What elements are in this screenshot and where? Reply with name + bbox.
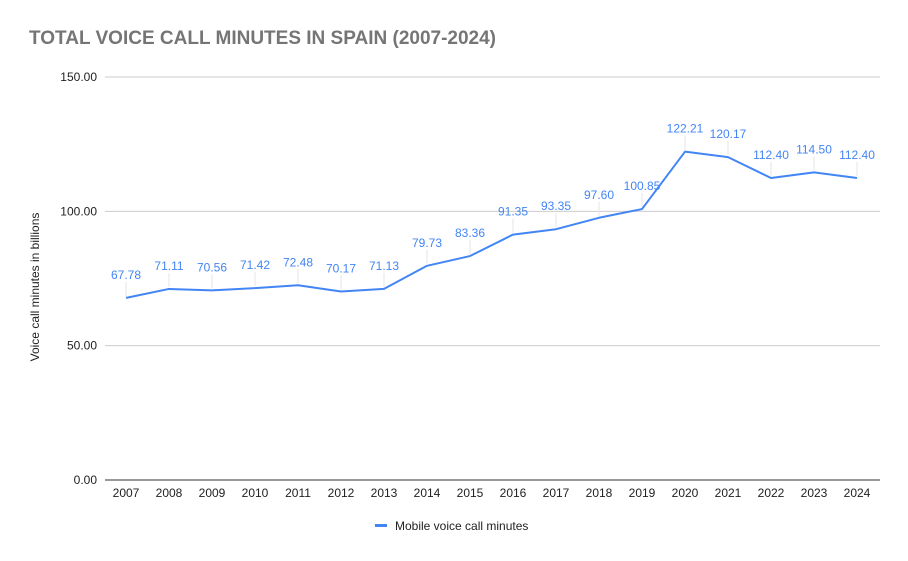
data-label: 72.48 xyxy=(283,255,313,269)
data-label: 112.40 xyxy=(753,148,789,162)
x-tick-label: 2017 xyxy=(543,486,570,500)
x-tick-label: 2018 xyxy=(586,486,613,500)
x-tick-label: 2015 xyxy=(457,486,484,500)
x-tick-label: 2021 xyxy=(715,486,742,500)
data-label: 122.21 xyxy=(667,122,704,136)
legend: Mobile voice call minutes xyxy=(375,519,528,533)
data-label: 79.73 xyxy=(412,236,442,250)
data-label: 71.13 xyxy=(369,259,399,273)
y-tick-label: 150.00 xyxy=(60,70,97,84)
y-tick-label: 50.00 xyxy=(67,339,97,353)
x-tick-label: 2007 xyxy=(113,486,140,500)
data-label: 70.56 xyxy=(197,260,227,274)
data-label: 67.78 xyxy=(111,268,141,282)
x-tick-label: 2014 xyxy=(414,486,441,500)
x-tick-label: 2016 xyxy=(500,486,527,500)
x-tick-label: 2019 xyxy=(629,486,656,500)
data-label: 100.85 xyxy=(624,179,661,193)
data-label: 97.60 xyxy=(584,188,614,202)
data-label: 112.40 xyxy=(839,148,875,162)
legend-label: Mobile voice call minutes xyxy=(395,519,528,533)
data-label: 71.42 xyxy=(240,258,270,272)
legend-swatch xyxy=(375,524,387,527)
data-label: 120.17 xyxy=(710,127,747,141)
y-tick-label: 0.00 xyxy=(74,473,98,487)
data-label: 70.17 xyxy=(326,261,356,275)
data-label: 83.36 xyxy=(455,226,485,240)
data-label: 71.11 xyxy=(154,259,183,273)
x-tick-label: 2012 xyxy=(328,486,355,500)
data-label: 114.50 xyxy=(796,142,832,156)
x-tick-label: 2010 xyxy=(242,486,269,500)
y-tick-label: 100.00 xyxy=(60,204,97,218)
x-tick-label: 2020 xyxy=(672,486,699,500)
x-tick-label: 2009 xyxy=(199,486,226,500)
x-tick-label: 2011 xyxy=(285,486,311,500)
chart-title: TOTAL VOICE CALL MINUTES IN SPAIN (2007-… xyxy=(29,28,497,49)
x-tick-label: 2024 xyxy=(844,486,871,500)
x-tick-label: 2013 xyxy=(371,486,398,500)
data-label: 91.35 xyxy=(498,205,528,219)
series-line xyxy=(125,150,858,299)
data-label: 93.35 xyxy=(541,199,571,213)
x-tick-label: 2008 xyxy=(156,486,183,500)
y-axis-label: Voice call minutes in billions xyxy=(28,213,42,362)
x-tick-label: 2023 xyxy=(801,486,828,500)
x-tick-label: 2022 xyxy=(758,486,785,500)
